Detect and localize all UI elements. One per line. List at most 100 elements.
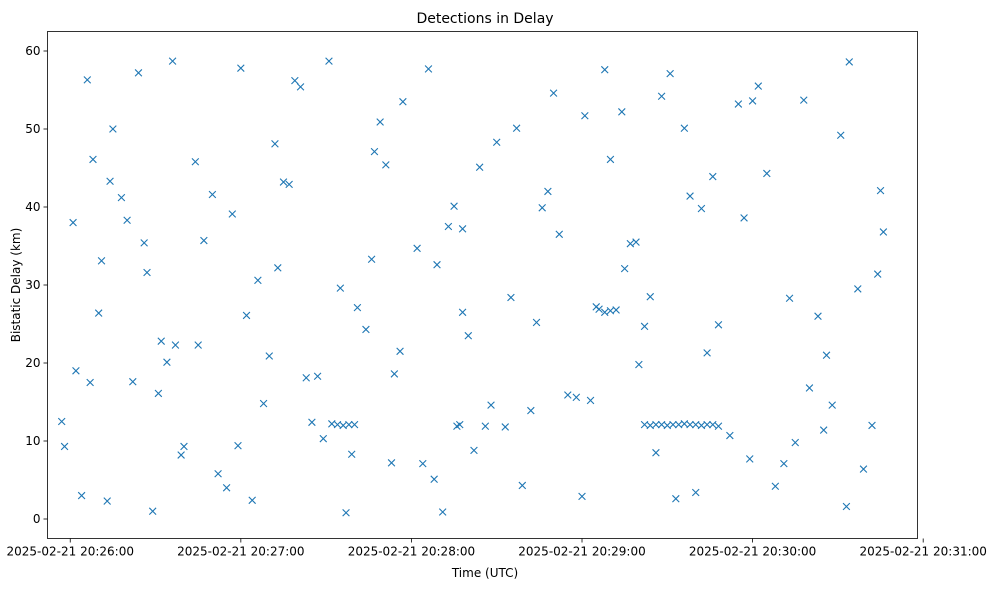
data-point [367, 255, 376, 264]
y-axis-label: Bistatic Delay (km) [9, 228, 23, 343]
data-point [691, 488, 700, 497]
x-axis-label: Time (UTC) [451, 566, 518, 580]
data-point [672, 494, 680, 503]
data-point [487, 401, 495, 409]
data-point [237, 64, 245, 72]
y-tick-label: 10 [25, 434, 40, 448]
data-point [714, 320, 723, 329]
data-point [763, 169, 771, 178]
data-point [248, 496, 256, 505]
data-point [697, 204, 706, 213]
y-tick-label: 60 [25, 44, 40, 58]
data-point [657, 92, 666, 101]
data-point [845, 58, 854, 66]
data-point [680, 124, 689, 133]
data-point [475, 163, 484, 172]
data-point [532, 318, 541, 327]
data-point [154, 389, 163, 398]
data-point [353, 303, 362, 312]
data-point [450, 202, 458, 211]
data-point [399, 97, 407, 106]
data-point [200, 236, 208, 245]
data-point [873, 270, 882, 278]
data-point [296, 83, 305, 91]
data-point [274, 264, 282, 272]
data-point [618, 108, 626, 116]
y-tick-label: 30 [25, 278, 40, 292]
data-point [595, 305, 603, 313]
data-point [581, 111, 589, 120]
data-point [308, 418, 316, 427]
data-point [612, 306, 620, 314]
data-point [635, 360, 643, 369]
data-point [780, 459, 788, 468]
data-point [347, 450, 356, 459]
data-point [376, 118, 384, 126]
data-point [868, 421, 876, 430]
data-point [771, 482, 780, 491]
data-point [234, 441, 242, 450]
data-point [740, 214, 748, 222]
data-point [279, 178, 288, 186]
data-point [791, 438, 800, 447]
data-point [424, 65, 433, 73]
data-point [799, 96, 808, 104]
data-point [171, 341, 180, 349]
data-point [362, 325, 370, 334]
data-point [83, 76, 92, 84]
data-point [703, 420, 711, 429]
data-point [626, 239, 635, 248]
data-point [572, 393, 581, 402]
data-point [148, 507, 157, 515]
data-point [325, 57, 333, 65]
data-point [458, 225, 467, 233]
data-point [669, 420, 677, 429]
y-tick-label: 40 [25, 200, 40, 214]
data-point [163, 358, 171, 367]
data-point [714, 422, 723, 430]
data-point [60, 442, 69, 451]
data-point [57, 417, 66, 426]
x-tick-label: 2025-02-21 20:26:00 [7, 545, 134, 559]
data-point [117, 193, 126, 202]
data-point [143, 268, 151, 277]
data-point [600, 65, 609, 74]
data-point [382, 161, 390, 169]
data-point [544, 187, 552, 196]
data-point [109, 125, 117, 133]
x-tick-label: 2025-02-21 20:28:00 [348, 545, 475, 559]
y-tick-label: 50 [25, 122, 40, 136]
data-point [745, 455, 754, 463]
data-point [492, 138, 501, 147]
data-point [413, 244, 421, 253]
data-point [734, 100, 743, 108]
data-point [285, 180, 293, 189]
data-point [822, 351, 831, 359]
data-point [703, 349, 711, 357]
data-point [69, 218, 77, 227]
data-point [640, 322, 649, 331]
x-tick-label: 2025-02-21 20:30:00 [689, 545, 816, 559]
data-point [302, 374, 311, 382]
chart-title: Detections in Delay [416, 11, 553, 27]
x-tick-label: 2025-02-21 20:27:00 [177, 545, 304, 559]
data-point [828, 401, 836, 409]
data-point [854, 285, 862, 293]
data-point [97, 257, 106, 265]
data-point [518, 481, 527, 490]
data-point [103, 497, 111, 505]
data-point [228, 210, 237, 218]
data-point [134, 69, 143, 77]
data-point [94, 309, 103, 317]
data-point [652, 420, 660, 429]
data-point [632, 238, 640, 246]
data-point [709, 172, 717, 181]
data-point [77, 491, 86, 500]
y-tick-label: 0 [33, 512, 41, 526]
data-point [419, 459, 427, 468]
data-point [444, 222, 453, 231]
data-point [555, 230, 564, 239]
data-point [686, 192, 694, 200]
